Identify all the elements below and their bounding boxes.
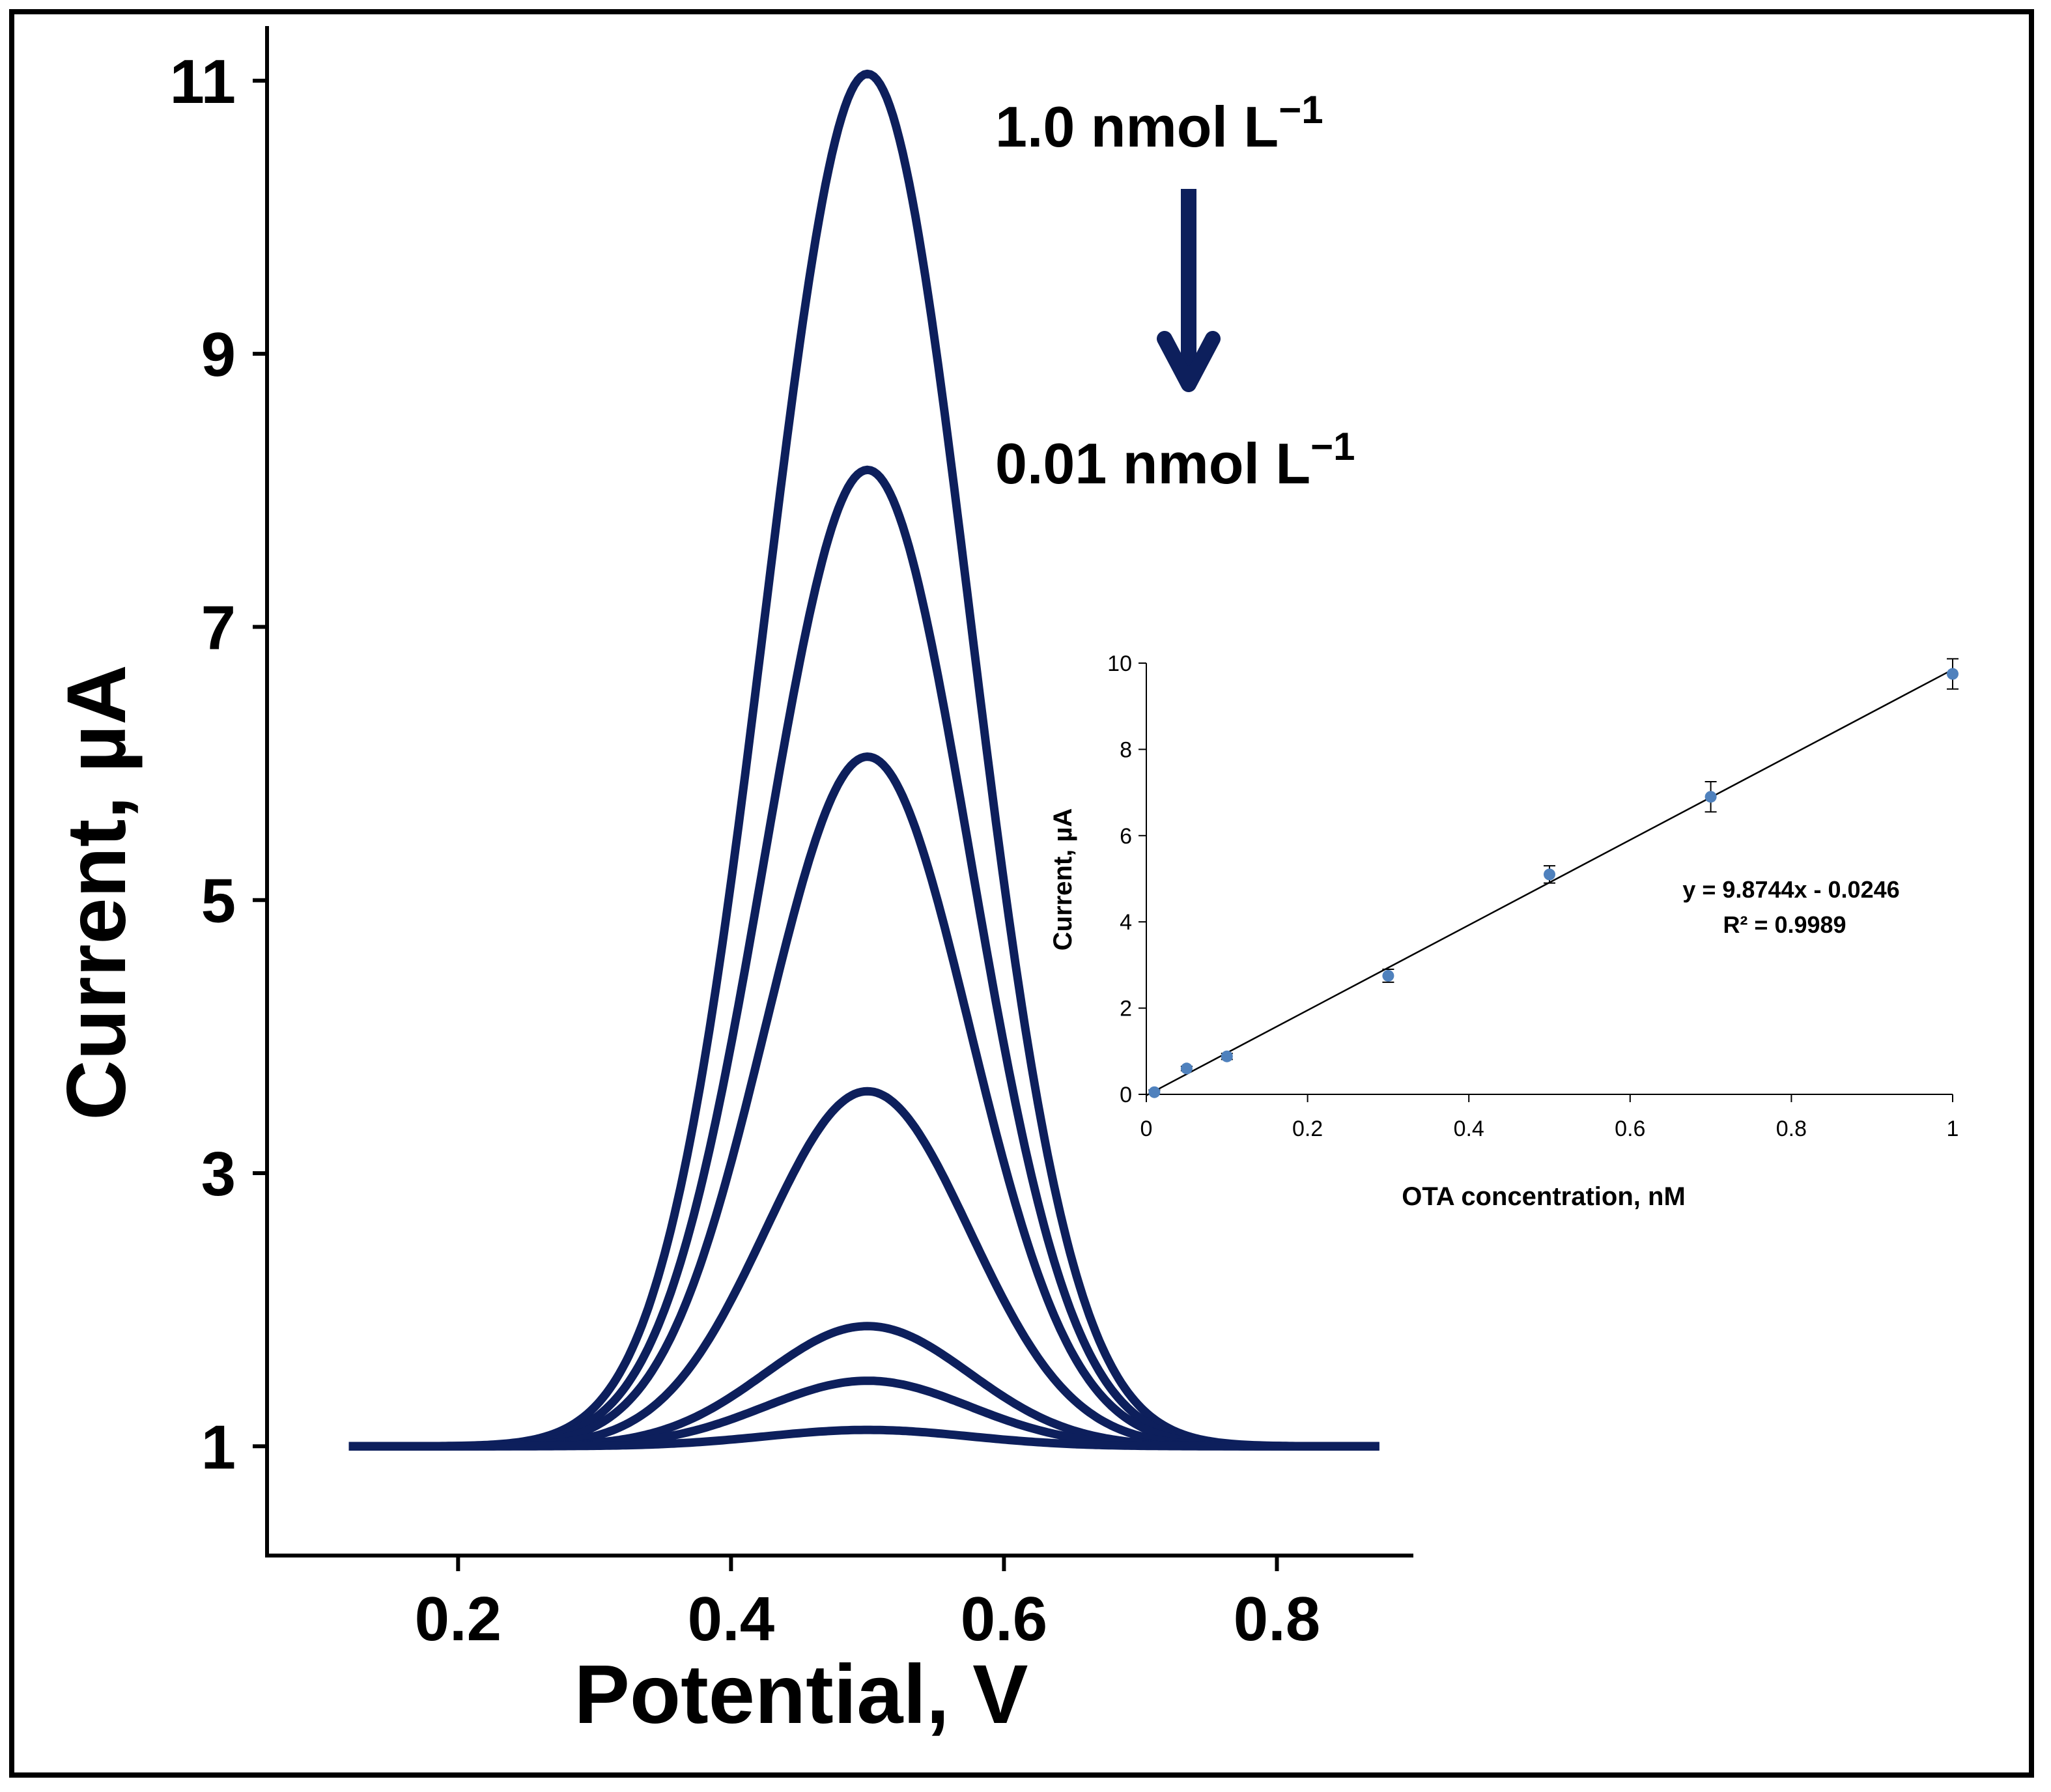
inset-y-tick-label: 10 [1107, 651, 1132, 676]
top-concentration-superscript: −1 [1279, 88, 1323, 132]
down-arrow-icon [1157, 189, 1221, 392]
main-y-tick-label: 9 [201, 320, 236, 390]
fit-equation: y = 9.8744x - 0.0246 [1682, 876, 1899, 903]
inset-y-tick-label: 4 [1120, 910, 1132, 935]
inset-x-tick-label: 0.2 [1292, 1116, 1323, 1141]
figure-frame [9, 9, 2034, 1778]
main-x-tick-label: 0.2 [415, 1584, 502, 1654]
inset-y-tick-label: 0 [1120, 1083, 1132, 1107]
main-x-axis-label: Potential, V [574, 1648, 1028, 1741]
peak-curve-3 [348, 752, 1381, 1451]
main-x-tick-label: 0.4 [688, 1584, 774, 1654]
inset-y-tick-label: 2 [1120, 997, 1132, 1021]
main-y-tick-label: 1 [201, 1412, 236, 1482]
main-y-axis-label: Current, µA [50, 664, 143, 1120]
peak-curve-2 [348, 465, 1381, 1451]
main-curves [348, 69, 1381, 1451]
bottom-concentration-label: 0.01 nmol L−1 [995, 425, 1355, 496]
inset-y-ticks: 0 2 4 6 8 10 [1107, 651, 1146, 1107]
main-x-tick-label: 0.8 [1234, 1584, 1320, 1654]
top-concentration-text: 1.0 nmol L [995, 94, 1279, 159]
inset-data-point [1947, 668, 1959, 680]
main-plot: 1 3 5 7 9 11 0.2 0.4 0.6 0.8 Potential, V Curren… [50, 26, 1413, 1741]
peak-curve-7 [348, 1425, 1381, 1451]
fit-r-squared: R² = 0.9989 [1723, 911, 1846, 938]
main-y-tick-label: 5 [201, 866, 236, 936]
inset-x-ticks: 0 0.2 0.4 0.6 0.8 1 [1140, 1094, 1959, 1141]
inset-data-point [1221, 1050, 1233, 1062]
inset-data-point [1148, 1086, 1161, 1098]
bottom-concentration-text: 0.01 nmol L [995, 431, 1310, 496]
peak-curve-4 [348, 1087, 1381, 1451]
inset-calibration-plot: 0 2 4 6 8 10 0 0.2 0.4 0.6 0.8 1 y = 9.8744x - 0.0… [1049, 651, 1959, 1211]
inset-x-axis-label: OTA concentration, nM [1402, 1182, 1686, 1211]
inset-x-tick-label: 0.6 [1615, 1116, 1645, 1141]
main-y-tick-label: 3 [201, 1139, 236, 1209]
inset-x-tick-label: 0.4 [1454, 1116, 1484, 1141]
main-y-ticks: 1 3 5 7 9 11 [170, 47, 267, 1482]
inset-y-tick-label: 8 [1120, 737, 1132, 762]
arrow-head [1157, 331, 1221, 392]
peak-curve-6 [348, 1376, 1381, 1451]
inset-x-tick-label: 1 [1947, 1116, 1959, 1141]
inset-y-tick-label: 6 [1120, 824, 1132, 849]
top-concentration-label: 1.0 nmol L−1 [995, 88, 1323, 159]
inset-y-axis-label: Current, µA [1049, 808, 1077, 951]
main-y-tick-label: 11 [170, 47, 236, 117]
main-y-tick-label: 7 [201, 593, 236, 662]
inset-x-tick-label: 0 [1140, 1116, 1153, 1141]
inset-points [1148, 658, 1959, 1098]
inset-data-point [1382, 969, 1394, 982]
main-x-ticks: 0.2 0.4 0.6 0.8 [415, 1556, 1320, 1654]
inset-data-point [1180, 1062, 1193, 1075]
main-x-tick-label: 0.6 [961, 1584, 1047, 1654]
inset-data-point [1704, 791, 1717, 803]
bottom-concentration-superscript: −1 [1310, 425, 1355, 468]
inset-x-tick-label: 0.8 [1776, 1116, 1807, 1141]
inset-data-point [1544, 868, 1555, 881]
